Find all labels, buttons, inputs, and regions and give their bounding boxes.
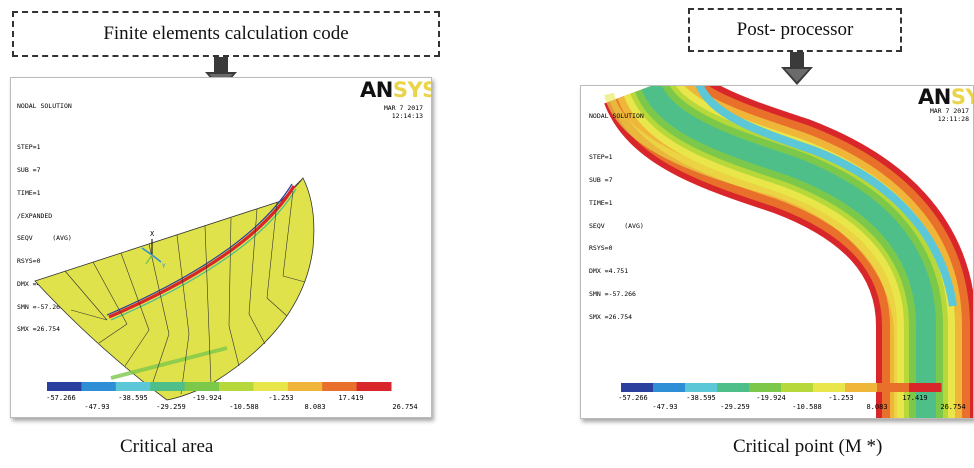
legend-color-swatch: [219, 382, 254, 391]
legend-tick-label: -47.93: [84, 403, 110, 411]
post-processor-label: Post- processor: [736, 19, 854, 40]
solution-info: NODAL SOLUTION STEP=1 SUB =7 TIME=1 SEQV…: [589, 112, 644, 321]
contour-plot: NODAL SOLUTION STEP=1 SUB =7 TIME=1 SEQV…: [580, 85, 974, 419]
fe-model-plot: NODAL SOLUTION STEP=1 SUB =7 TIME=1 /EXP…: [10, 77, 432, 418]
ansys-logo: ANSYS: [918, 85, 973, 109]
legend-color-swatch: [81, 382, 117, 391]
axis-triad: X Y: [141, 230, 166, 270]
legend-color-swatch: [115, 382, 151, 391]
legend-tick-label: -10.588: [229, 403, 259, 411]
contour-legend: [47, 382, 392, 391]
legend-tick-label: -19.924: [756, 394, 786, 402]
ansys-logo: ANSYS: [360, 78, 431, 102]
critical-point-caption: Critical point (M *): [733, 436, 883, 457]
legend-color-swatch: [685, 383, 718, 392]
legend-color-swatch: [813, 383, 846, 392]
timestamp: MAR 7 2017 12:11:28: [929, 107, 969, 123]
legend-color-swatch: [781, 383, 814, 392]
legend-color-swatch: [47, 382, 82, 391]
legend-color-swatch: [717, 383, 750, 392]
legend-tick-label: -47.93: [652, 403, 678, 411]
legend-tick-label: -38.595: [686, 394, 716, 402]
legend-tick-label: -1.253: [828, 394, 854, 402]
legend-tick-label: 17.419: [902, 394, 928, 402]
legend-color-swatch: [322, 382, 358, 391]
legend-tick-label: -29.259: [156, 403, 186, 411]
legend-color-swatch: [253, 382, 289, 391]
legend-tick-label: -29.259: [720, 403, 750, 411]
legend-color-swatch: [877, 383, 910, 392]
legend-color-swatch: [653, 383, 686, 392]
contour-render: [604, 86, 973, 418]
legend-tick-label: -57.266: [618, 394, 648, 402]
legend-tick-label: 8.083: [304, 403, 326, 411]
legend-tick-label: 17.419: [338, 394, 364, 402]
legend-tick-label: -19.924: [192, 394, 222, 402]
model-render: X Y: [34, 177, 392, 401]
critical-area-caption: Critical area: [120, 436, 214, 457]
timestamp: MAR 7 2017 12:14:13: [383, 104, 423, 120]
legend-color-swatch: [845, 383, 878, 392]
down-arrow-icon: [781, 52, 813, 85]
legend-color-swatch: [749, 383, 782, 392]
legend-color-swatch: [150, 382, 186, 391]
post-processor-label-box: Post- processor: [688, 8, 902, 52]
legend-color-swatch: [356, 382, 392, 391]
legend-tick-label: 8.083: [866, 403, 888, 411]
legend-tick-label: -57.266: [46, 394, 76, 402]
legend-tick-label: 26.754: [392, 403, 418, 411]
axis-x-label: X: [150, 230, 155, 238]
legend-tick-label: -38.595: [118, 394, 148, 402]
axis-y-label: Y: [162, 263, 166, 270]
legend-tick-label: -10.588: [792, 403, 822, 411]
contour-legend: [621, 383, 942, 392]
legend-color-swatch: [287, 382, 323, 391]
legend-color-swatch: [909, 383, 942, 392]
fe-code-label: Finite elements calculation code: [103, 23, 349, 44]
legend-tick-label: 26.754: [940, 403, 966, 411]
legend-color-swatch: [184, 382, 220, 391]
legend-tick-label: -1.253: [268, 394, 294, 402]
legend-color-swatch: [621, 383, 654, 392]
fe-code-label-box: Finite elements calculation code: [12, 11, 440, 57]
